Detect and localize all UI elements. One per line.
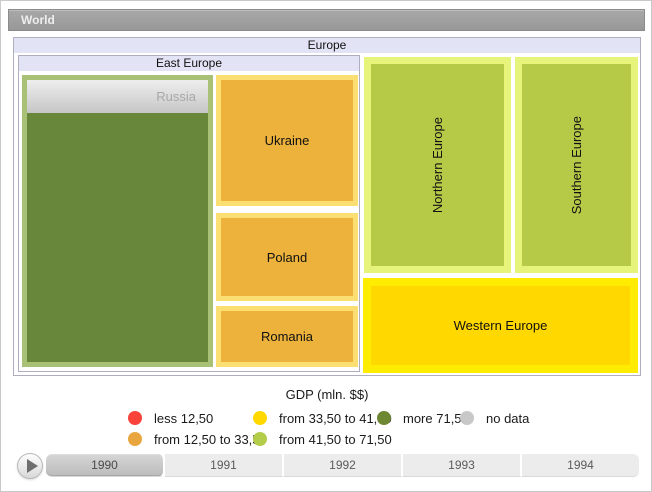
year-button-1993[interactable]: 1993	[403, 454, 522, 477]
poland-label: Poland	[266, 249, 308, 265]
east-europe-title: East Europe	[155, 56, 223, 70]
legend-label: no data	[486, 410, 530, 426]
year-button-1994[interactable]: 1994	[522, 454, 639, 477]
legend-swatch-yellow-green-icon	[253, 432, 267, 446]
treemap-node-poland[interactable]: Poland	[216, 213, 358, 301]
legend-swatch-red-icon	[128, 411, 142, 425]
legend-item-less-12-50: less 12,50	[128, 410, 213, 426]
europe-panel-header[interactable]: Europe	[14, 38, 640, 53]
legend-item-from-33-50-to-41-50: from 33,50 to 41,50	[253, 410, 392, 426]
legend-label: from 33,50 to 41,50	[279, 410, 392, 426]
play-button[interactable]	[17, 453, 43, 479]
legend-swatch-yellow-icon	[253, 411, 267, 425]
romania-label: Romania	[260, 329, 314, 344]
year-button-1990[interactable]: 1990	[46, 454, 165, 477]
europe-title: Europe	[307, 38, 347, 52]
legend-title: GDP (mln. $$)	[285, 387, 369, 402]
world-label: World	[21, 13, 55, 27]
legend-item-more-71-50: more 71,50	[377, 410, 469, 426]
treemap-node-ukraine[interactable]: Ukraine	[216, 75, 358, 206]
year-button-1992[interactable]: 1992	[284, 454, 403, 477]
legend-swatch-dark-green-icon	[377, 411, 391, 425]
treemap-node-western-europe[interactable]: Western Europe	[363, 278, 638, 373]
legend-swatch-gray-icon	[460, 411, 474, 425]
treemap-node-romania[interactable]: Romania	[216, 306, 358, 367]
legend-label: more 71,50	[403, 410, 469, 426]
russia-label: Russia	[156, 89, 196, 104]
northern-europe-label: Northern Europe	[430, 116, 445, 214]
east-europe-panel-header[interactable]: East Europe	[19, 56, 359, 71]
year-button-1991[interactable]: 1991	[165, 454, 284, 477]
treemap-node-russia[interactable]: Russia	[22, 75, 213, 367]
play-icon	[27, 459, 38, 473]
timeline-year-strip: 1990 1991 1992 1993 1994	[46, 454, 639, 477]
legend-item-no-data: no data	[460, 410, 529, 426]
western-europe-label: Western Europe	[453, 318, 548, 333]
treemap-node-russia-header[interactable]: Russia	[27, 80, 208, 113]
legend-label: from 12,50 to 33,50	[154, 431, 267, 447]
legend-item-from-12-50-to-33-50: from 12,50 to 33,50	[128, 431, 267, 447]
world-breadcrumb-button[interactable]: World	[8, 9, 645, 31]
treemap-node-southern-europe[interactable]: Southern Europe	[515, 57, 638, 273]
legend-label: less 12,50	[154, 410, 214, 426]
legend-label: from 41,50 to 71,50	[279, 431, 392, 447]
treemap-node-northern-europe[interactable]: Northern Europe	[364, 57, 511, 273]
legend-swatch-orange-icon	[128, 432, 142, 446]
legend-item-from-41-50-to-71-50: from 41,50 to 71,50	[253, 431, 392, 447]
ukraine-label: Ukraine	[264, 133, 310, 148]
southern-europe-label: Southern Europe	[569, 115, 584, 215]
